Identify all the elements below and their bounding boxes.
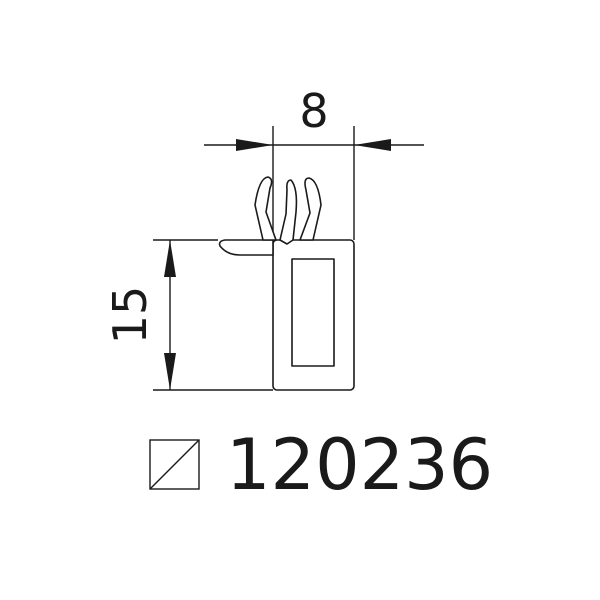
profile-clip-left (254, 176, 277, 241)
height-arrow-top (164, 240, 176, 277)
square-diagonal-icon (149, 439, 200, 490)
width-dimension: 8 (204, 84, 424, 240)
profile-cross-section (218, 176, 355, 391)
product-code: 120236 (226, 424, 493, 506)
width-arrow-right (354, 139, 391, 151)
profile-inner-slot (291, 258, 335, 367)
profile-clip-right (299, 177, 322, 241)
profile-clip-center (279, 179, 298, 245)
height-dimension-label: 15 (103, 286, 157, 345)
product-code-row: 120236 (149, 424, 493, 506)
height-arrow-bottom (164, 353, 176, 390)
width-arrow-left (236, 139, 273, 151)
profile-lip (218, 239, 274, 256)
width-dimension-label: 8 (299, 84, 328, 138)
height-dimension: 15 (103, 239, 273, 391)
